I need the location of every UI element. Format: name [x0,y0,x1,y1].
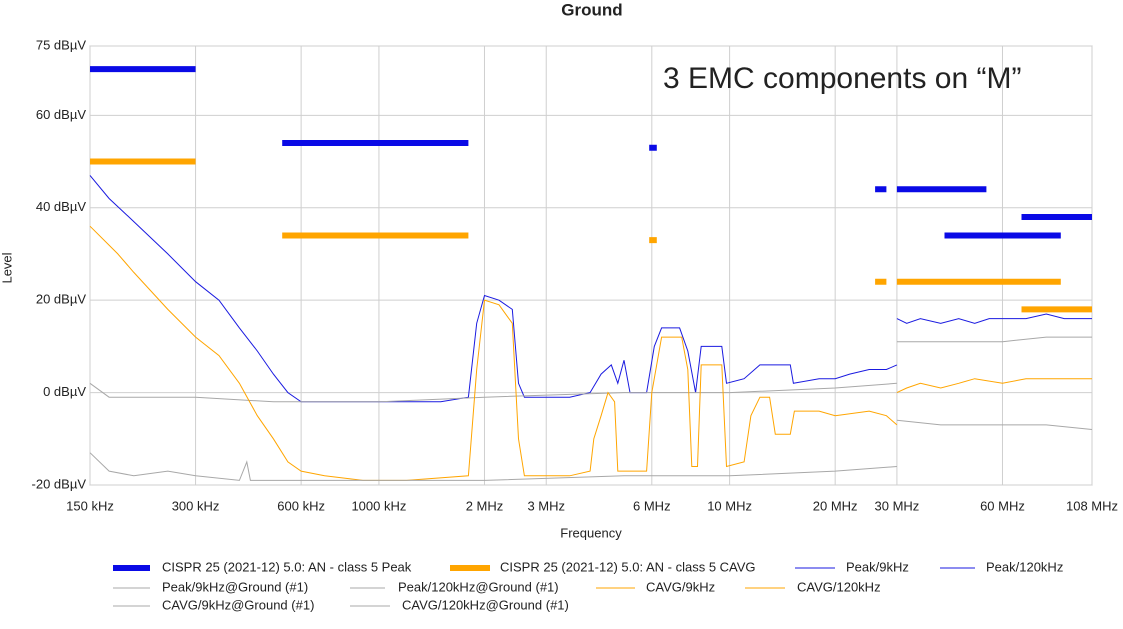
x-tick-label: 20 MHz [813,498,858,513]
y-tick-label: 0 dBµV [43,384,86,399]
x-tick-label: 300 kHz [172,498,220,513]
legend-label: CISPR 25 (2021-12) 5.0: AN - class 5 CAV… [500,559,756,574]
y-tick-label: -20 dBµV [32,476,87,491]
plot-frame [89,45,1093,486]
x-axis-label: Frequency [560,525,622,540]
series-line [896,313,1092,324]
series-line [90,158,1092,313]
x-tick-label: 6 MHz [633,498,671,513]
legend-label: CISPR 25 (2021-12) 5.0: AN - class 5 Pea… [162,559,412,574]
series-line [89,225,898,481]
y-tick-label: 40 dBµV [36,199,86,214]
y-axis-label: Level [0,252,14,283]
legend-label: Peak/120kHz [986,559,1063,574]
y-tick-label: 20 dBµV [36,292,86,307]
y-tick-label: 60 dBµV [36,107,86,122]
legend-label: CAVG/9kHz [646,579,715,594]
legend-label: CAVG/120kHz@Ground (#1) [402,597,569,612]
series-line [896,419,1093,430]
series-line [89,452,897,481]
chart-title: Ground [561,0,622,19]
x-tick-label: 3 MHz [527,498,565,513]
x-tick-label: 600 kHz [277,498,325,513]
x-tick-label: 1000 kHz [351,498,406,513]
annotation: 3 EMC components on “M” [663,62,1021,95]
x-tick-label: 150 kHz [66,498,114,513]
y-tick-label: 75 dBµV [36,37,86,52]
legend-label: Peak/9kHz@Ground (#1) [162,579,308,594]
x-tick-label: 60 MHz [980,498,1025,513]
series-line [896,336,1092,343]
x-tick-label: 2 MHz [466,498,504,513]
x-tick-label: 30 MHz [875,498,920,513]
x-tick-label: 108 MHz [1066,498,1118,513]
series-line [89,175,898,403]
series-line [89,382,897,403]
legend-label: Peak/9kHz [846,559,909,574]
legend-label: CAVG/120kHz [797,579,881,594]
legend-label: Peak/120kHz@Ground (#1) [398,579,559,594]
series-line [90,66,1092,239]
legend-label: CAVG/9kHz@Ground (#1) [162,597,314,612]
x-tick-label: 10 MHz [707,498,752,513]
series-line [896,378,1092,394]
